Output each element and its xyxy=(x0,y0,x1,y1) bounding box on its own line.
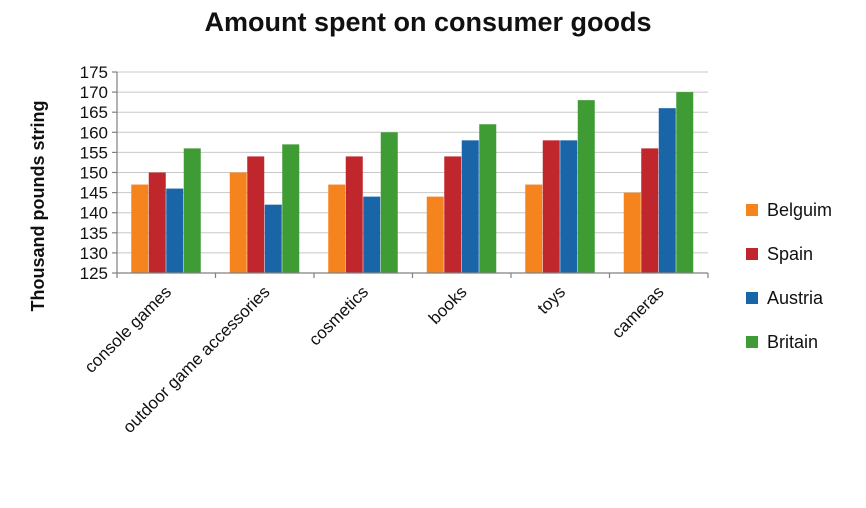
y-tick-label: 160 xyxy=(80,123,108,142)
y-tick-label: 165 xyxy=(80,103,108,122)
gridlines xyxy=(117,71,708,254)
legend-label: Spain xyxy=(767,244,813,264)
bar-belguim-5 xyxy=(623,192,641,273)
bar-britain-0 xyxy=(183,148,201,273)
legend-swatch xyxy=(746,248,758,260)
bar-britain-4 xyxy=(577,100,595,273)
legend-swatch xyxy=(746,292,758,304)
legend-swatch xyxy=(746,204,758,216)
bar-britain-3 xyxy=(479,124,497,273)
y-tick-label: 170 xyxy=(80,83,108,102)
y-tick-label: 125 xyxy=(80,264,108,283)
y-tick-label: 155 xyxy=(80,143,108,162)
axes xyxy=(116,72,709,278)
bars xyxy=(131,92,694,274)
bar-spain-1 xyxy=(247,156,265,273)
bar-belguim-3 xyxy=(426,196,444,273)
y-tick-label: 140 xyxy=(80,204,108,223)
y-tick-label: 135 xyxy=(80,224,108,243)
legend-label: Belguim xyxy=(767,200,832,220)
bar-spain-2 xyxy=(345,156,363,273)
bar-austria-4 xyxy=(560,140,578,273)
category-label: books xyxy=(425,282,471,328)
legend: Belguim Spain Austria Britain xyxy=(746,200,832,352)
y-tick-label: 150 xyxy=(80,164,108,183)
category-label: cameras xyxy=(608,282,668,342)
bar-britain-2 xyxy=(380,132,398,273)
legend-swatch xyxy=(746,336,758,348)
bar-spain-3 xyxy=(444,156,462,273)
category-label: cosmetics xyxy=(305,282,372,349)
category-label: toys xyxy=(534,282,569,317)
category-label: console games xyxy=(81,282,175,376)
bar-spain-4 xyxy=(542,140,560,273)
y-tick-label: 145 xyxy=(80,184,108,203)
y-axis-label: Thousand pounds string xyxy=(28,101,48,312)
bar-austria-1 xyxy=(264,204,282,273)
bar-belguim-0 xyxy=(131,184,149,273)
chart-title: Amount spent on consumer goods xyxy=(204,7,651,37)
bar-belguim-2 xyxy=(328,184,346,273)
y-tick-label: 175 xyxy=(80,63,108,82)
bar-austria-0 xyxy=(166,188,184,273)
bar-spain-0 xyxy=(148,172,166,273)
legend-label: Britain xyxy=(767,332,818,352)
bar-britain-5 xyxy=(676,92,694,273)
legend-label: Austria xyxy=(767,288,824,308)
bar-austria-2 xyxy=(363,196,381,273)
bar-belguim-1 xyxy=(229,172,247,273)
bar-belguim-4 xyxy=(525,184,543,273)
bar-britain-1 xyxy=(282,144,300,273)
y-tick-label: 130 xyxy=(80,244,108,263)
bar-austria-3 xyxy=(461,140,479,273)
bar-spain-5 xyxy=(641,148,659,273)
bar-austria-5 xyxy=(658,108,676,274)
